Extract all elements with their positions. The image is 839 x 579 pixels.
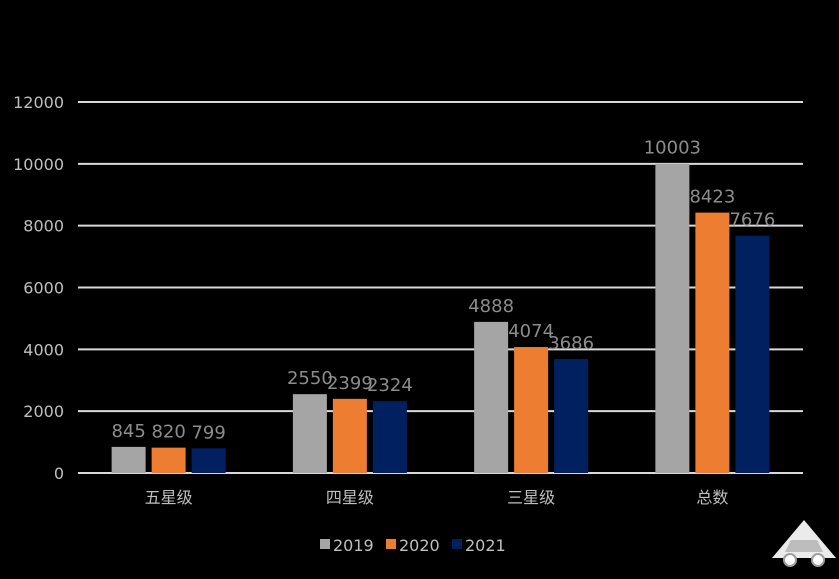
data-label: 4074 [508, 321, 554, 342]
y-tick-label: 4000 [23, 340, 64, 359]
legend-label: 2020 [399, 536, 440, 555]
bar-2020 [514, 347, 549, 473]
bar-2021 [191, 448, 226, 473]
y-axis-ticks: 0 2000 4000 6000 8000 10000 12000 [13, 93, 64, 483]
x-category-label: 三星级 [507, 488, 555, 507]
y-tick-label: 0 [54, 464, 64, 483]
gridlines [78, 101, 803, 474]
data-label: 4888 [468, 296, 514, 317]
data-label: 845 [111, 421, 145, 442]
bar-2021 [735, 235, 770, 473]
data-label: 10003 [644, 138, 701, 159]
legend-swatch [320, 539, 330, 549]
data-label: 7676 [729, 210, 775, 231]
data-label: 8423 [689, 187, 735, 208]
bar-2019 [292, 394, 327, 473]
x-axis-categories: 五星级 四星级 三星级 总数 [145, 488, 729, 507]
bar-2020 [695, 212, 730, 473]
bar-2019 [474, 321, 509, 473]
y-tick-label: 6000 [23, 279, 64, 298]
bars [111, 163, 770, 473]
bar-2019 [655, 163, 690, 473]
data-label: 3686 [548, 333, 594, 354]
x-category-label: 四星级 [326, 488, 374, 507]
y-tick-label: 12000 [13, 93, 64, 112]
data-label: 2399 [327, 373, 373, 394]
x-category-label: 五星级 [145, 488, 193, 507]
legend-label: 2021 [465, 536, 506, 555]
y-tick-label: 8000 [23, 217, 64, 236]
bar-2019 [111, 446, 146, 473]
y-tick-label: 10000 [13, 155, 64, 174]
legend-label: 2019 [333, 536, 374, 555]
data-label: 799 [191, 422, 225, 443]
bar-2021 [554, 359, 589, 473]
y-tick-label: 2000 [23, 402, 64, 421]
bar-2020 [332, 398, 367, 473]
data-label: 820 [151, 422, 185, 443]
data-label: 2550 [287, 368, 333, 389]
bar-2021 [372, 401, 407, 473]
car-icon [772, 520, 836, 567]
legend: 2019 2020 2021 [320, 536, 506, 555]
x-category-label: 总数 [696, 488, 728, 507]
bar-2020 [151, 447, 186, 473]
data-label: 2324 [367, 375, 413, 396]
legend-swatch [452, 539, 462, 549]
legend-swatch [386, 539, 396, 549]
